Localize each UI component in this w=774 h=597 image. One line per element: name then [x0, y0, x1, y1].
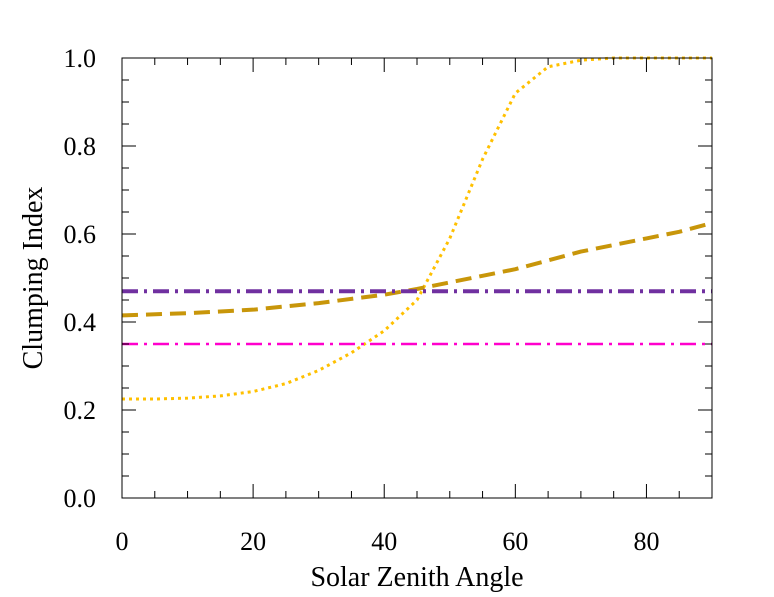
- y-tick-label: 0.8: [64, 132, 97, 161]
- y-tick-label: 0.0: [64, 484, 97, 513]
- series-layer: [121, 56, 713, 401]
- series-line-2: [121, 221, 713, 318]
- y-tick-label: 0.6: [64, 220, 97, 249]
- y-axis-title: Clumping Index: [18, 187, 49, 370]
- x-tick-label: 60: [502, 527, 528, 556]
- y-tick-label: 0.2: [64, 396, 97, 425]
- x-tick-label: 40: [371, 527, 397, 556]
- x-axis-title: Solar Zenith Angle: [310, 562, 523, 593]
- ticks-layer: [121, 57, 713, 499]
- y-tick-label: 0.4: [64, 308, 97, 337]
- labels-layer: 0 20 40 60 80 0.0 0.2 0.4 0.6 0.8 1.0: [64, 44, 660, 556]
- plot-frame: [121, 57, 713, 499]
- x-tick-label: 20: [240, 527, 266, 556]
- series-line-1: [122, 56, 712, 401]
- x-tick-label: 0: [116, 527, 129, 556]
- y-tick-label: 1.0: [64, 44, 97, 73]
- x-tick-label: 80: [633, 527, 659, 556]
